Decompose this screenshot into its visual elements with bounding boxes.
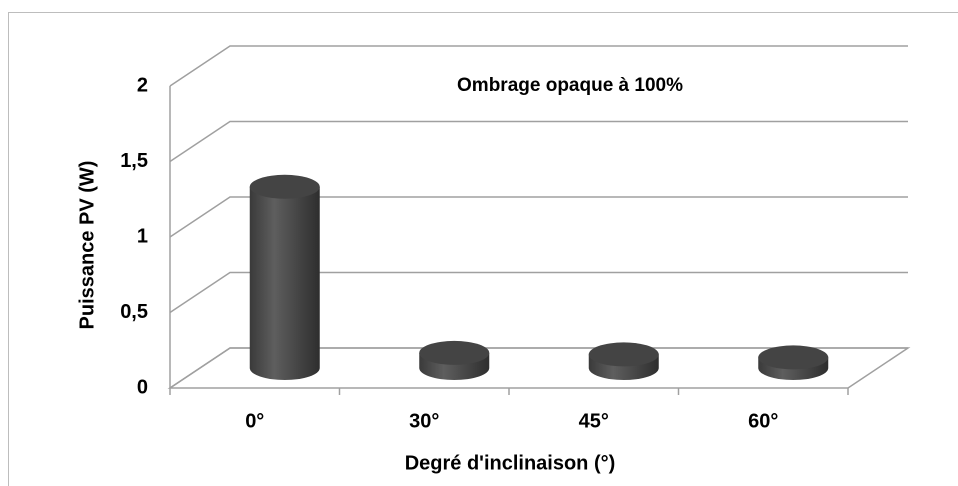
bar [249, 186, 320, 380]
x-tick-label: 45° [579, 410, 609, 432]
bar-top [588, 342, 659, 367]
x-tick-label: 30° [409, 410, 439, 432]
grid-line [169, 45, 908, 87]
grid-line [169, 120, 908, 163]
bar-top [249, 174, 320, 199]
bar-top [419, 340, 490, 365]
y-tick-label: 1,5 [120, 150, 148, 172]
y-tick-label: 1 [137, 225, 148, 247]
bar-top [758, 345, 829, 370]
grid-line [169, 196, 908, 238]
x-tick-label: 60° [748, 410, 778, 432]
grid-line [169, 271, 908, 314]
y-tick-label: 2 [137, 74, 148, 96]
y-tick-label: 0 [137, 376, 148, 398]
chart-title: Ombrage opaque à 100% [457, 75, 683, 96]
y-tick-label: 0,5 [120, 301, 148, 323]
x-tick-label: 0° [245, 410, 264, 432]
x-axis-label: Degré d'inclinaison (°) [405, 452, 616, 474]
y-axis-label: Puissance PV (W) [76, 161, 98, 330]
grid-line [169, 347, 908, 389]
frame [8, 12, 958, 486]
